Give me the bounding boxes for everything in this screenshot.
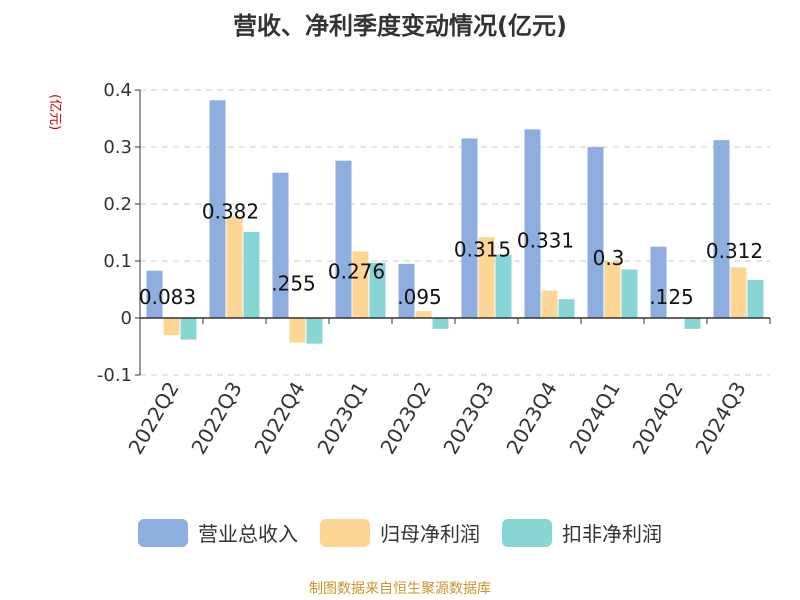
y-tick-label: 0.3	[103, 137, 132, 158]
data-label: .125	[649, 285, 694, 309]
x-tick-label: 2022Q3	[186, 378, 246, 459]
y-tick-label: 0.4	[103, 80, 132, 101]
bar	[226, 216, 243, 318]
bar	[369, 262, 386, 318]
data-label: 0.315	[454, 237, 511, 261]
x-tick-label: 2023Q2	[375, 378, 435, 459]
bar	[415, 311, 432, 318]
bar	[541, 290, 558, 318]
bar	[432, 318, 449, 329]
data-label: 0.3	[593, 246, 625, 270]
x-tick-label: 2024Q1	[564, 378, 624, 459]
x-tick-label: 2022Q2	[123, 378, 183, 459]
y-tick-label: 0.1	[103, 251, 132, 272]
bar	[495, 254, 512, 318]
bar	[243, 231, 260, 318]
x-tick-label: 2023Q3	[438, 378, 498, 459]
bar	[747, 279, 764, 318]
bar	[335, 160, 352, 318]
legend-item-deducted-net-profit[interactable]: 扣非净利润	[502, 518, 662, 547]
x-tick-label: 2024Q3	[690, 378, 750, 459]
bar	[209, 100, 226, 318]
bar	[180, 318, 197, 340]
bar	[352, 251, 369, 318]
data-label: 0.083	[139, 285, 196, 309]
legend-label-deducted-net-profit: 扣非净利润	[562, 522, 662, 546]
data-label: .095	[397, 285, 442, 309]
y-tick-label: 0	[121, 308, 132, 329]
bar	[398, 263, 415, 318]
bar	[558, 299, 575, 318]
data-source-note: 制图数据来自恒生聚源数据库	[309, 581, 491, 597]
legend-swatch-deducted-net-profit	[502, 518, 552, 547]
legend-item-net-profit[interactable]: 归母净利润	[320, 518, 480, 547]
bar	[524, 129, 541, 318]
data-label: 0.331	[517, 228, 574, 252]
x-tick-label: 2023Q1	[312, 378, 372, 459]
data-label: 0.312	[706, 239, 763, 263]
legend-label-revenue: 营业总收入	[198, 522, 298, 546]
bar	[163, 318, 180, 336]
y-tick-label: -0.1	[97, 365, 132, 386]
bar	[146, 270, 163, 318]
bar	[587, 147, 604, 318]
legend-swatch-net-profit	[320, 518, 370, 547]
y-tick-label: 0.2	[103, 194, 132, 215]
bar	[306, 318, 323, 344]
x-tick-label: 2022Q4	[249, 378, 309, 459]
data-label: 0.382	[202, 199, 259, 223]
legend-item-revenue[interactable]: 营业总收入	[138, 518, 298, 547]
legend: 营业总收入 归母净利润 扣非净利润	[0, 518, 800, 547]
bar	[684, 318, 701, 329]
chart-title: 营收、净利季度变动情况(亿元)	[233, 12, 567, 40]
bar	[621, 269, 638, 318]
bar	[272, 172, 289, 318]
legend-label-net-profit: 归母净利润	[380, 522, 480, 546]
legend-swatch-revenue	[138, 518, 188, 547]
data-label: 0.276	[328, 260, 385, 284]
bar	[461, 138, 478, 318]
bar	[478, 237, 495, 318]
x-tick-label: 2023Q4	[501, 378, 561, 459]
x-tick-label: 2024Q2	[627, 378, 687, 459]
bar	[289, 318, 306, 343]
bar	[730, 267, 747, 318]
bar	[604, 261, 621, 318]
bar	[713, 140, 730, 318]
bar	[650, 246, 667, 318]
data-label: .255	[271, 272, 316, 296]
